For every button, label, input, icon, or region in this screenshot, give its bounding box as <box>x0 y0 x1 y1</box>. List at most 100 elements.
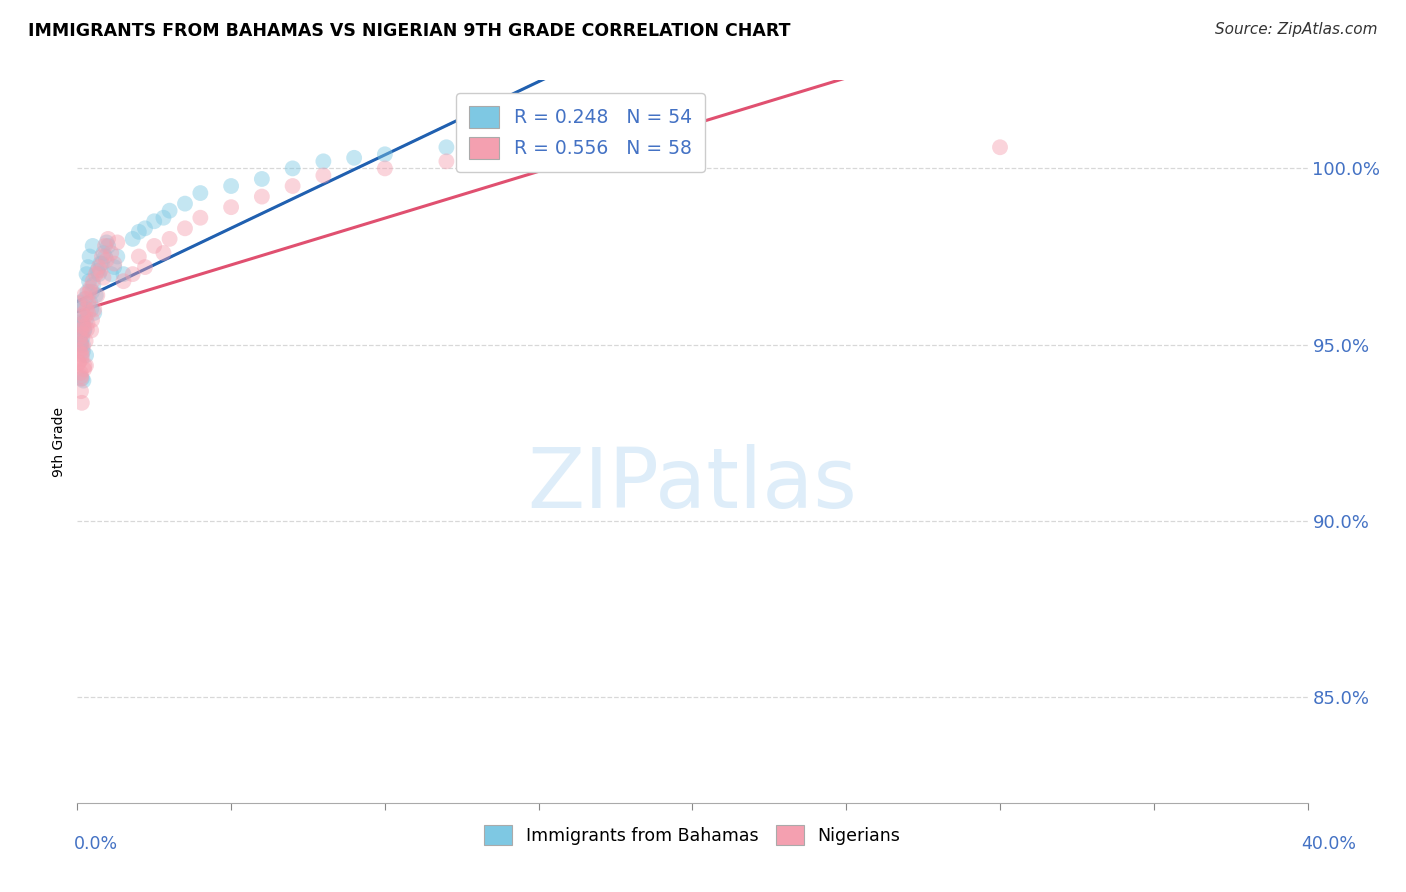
Point <box>72 341 94 355</box>
Point <box>87 267 110 281</box>
Point <box>219 200 242 214</box>
Point <box>152 246 174 260</box>
Point <box>174 221 197 235</box>
Point <box>79 295 101 310</box>
Point <box>86 288 108 302</box>
Point <box>90 256 114 270</box>
Point <box>250 189 273 203</box>
Point <box>67 355 90 369</box>
Text: IMMIGRANTS FROM BAHAMAS VS NIGERIAN 9TH GRADE CORRELATION CHART: IMMIGRANTS FROM BAHAMAS VS NIGERIAN 9TH … <box>28 22 790 40</box>
Point <box>67 296 90 310</box>
Point <box>89 263 111 277</box>
Point <box>558 133 581 147</box>
Point <box>94 239 117 253</box>
Legend: Immigrants from Bahamas, Nigerians: Immigrants from Bahamas, Nigerians <box>478 818 907 852</box>
Point <box>70 347 93 361</box>
Point <box>374 147 396 161</box>
Point <box>73 324 96 338</box>
Point <box>112 267 135 281</box>
Point <box>70 326 93 341</box>
Point <box>82 277 104 292</box>
Point <box>105 250 128 264</box>
Point <box>70 316 93 330</box>
Point <box>69 310 91 324</box>
Point <box>70 371 93 385</box>
Point <box>121 232 143 246</box>
Point <box>75 292 97 306</box>
Point <box>84 267 107 281</box>
Point <box>76 317 98 331</box>
Point <box>436 140 458 154</box>
Point <box>72 338 94 352</box>
Point <box>80 302 103 317</box>
Point <box>69 330 91 344</box>
Point <box>87 260 110 274</box>
Point <box>73 310 96 324</box>
Point <box>72 317 94 331</box>
Point <box>70 330 93 344</box>
Point <box>174 196 197 211</box>
Point <box>77 306 100 320</box>
Point <box>97 232 120 246</box>
Point <box>281 161 304 176</box>
Y-axis label: 9th Grade: 9th Grade <box>52 407 66 476</box>
Point <box>67 320 90 334</box>
Point <box>152 211 174 225</box>
Point <box>76 302 98 317</box>
Point <box>90 250 114 264</box>
Point <box>75 334 97 348</box>
Point <box>103 256 125 270</box>
Point <box>374 161 396 176</box>
Point <box>70 337 93 351</box>
Point <box>70 396 93 410</box>
Point <box>76 267 98 281</box>
Point <box>72 317 94 331</box>
Point <box>70 337 93 351</box>
Point <box>72 320 94 334</box>
Point <box>80 324 103 338</box>
Point <box>72 374 94 388</box>
Point <box>436 154 458 169</box>
Point <box>70 302 93 317</box>
Point <box>69 335 91 350</box>
Point <box>77 295 100 310</box>
Point <box>69 366 91 380</box>
Point <box>69 324 91 338</box>
Point <box>69 337 91 351</box>
Point <box>82 313 104 327</box>
Point <box>188 186 212 200</box>
Point <box>75 313 97 327</box>
Point <box>73 359 96 373</box>
Point <box>96 235 118 250</box>
Point <box>82 274 104 288</box>
Point <box>70 348 93 362</box>
Point <box>112 274 135 288</box>
Point <box>75 348 97 362</box>
Point <box>496 136 519 151</box>
Text: ZIPatlas: ZIPatlas <box>527 444 858 525</box>
Point <box>70 371 93 385</box>
Point <box>70 369 93 384</box>
Point <box>82 285 104 299</box>
Point <box>988 140 1011 154</box>
Point <box>82 239 104 253</box>
Point <box>79 281 101 295</box>
Point <box>159 203 181 218</box>
Point <box>72 299 94 313</box>
Point <box>72 307 94 321</box>
Point <box>128 250 150 264</box>
Text: Source: ZipAtlas.com: Source: ZipAtlas.com <box>1215 22 1378 37</box>
Point <box>77 274 100 288</box>
Point <box>89 256 111 270</box>
Point <box>73 362 96 376</box>
Point <box>100 267 122 281</box>
Point <box>72 344 94 359</box>
Text: 0.0%: 0.0% <box>73 835 118 853</box>
Point <box>94 250 117 264</box>
Point <box>128 225 150 239</box>
Point <box>527 147 550 161</box>
Point <box>97 239 120 253</box>
Text: 40.0%: 40.0% <box>1301 835 1357 853</box>
Point <box>93 246 115 260</box>
Point <box>682 144 704 158</box>
